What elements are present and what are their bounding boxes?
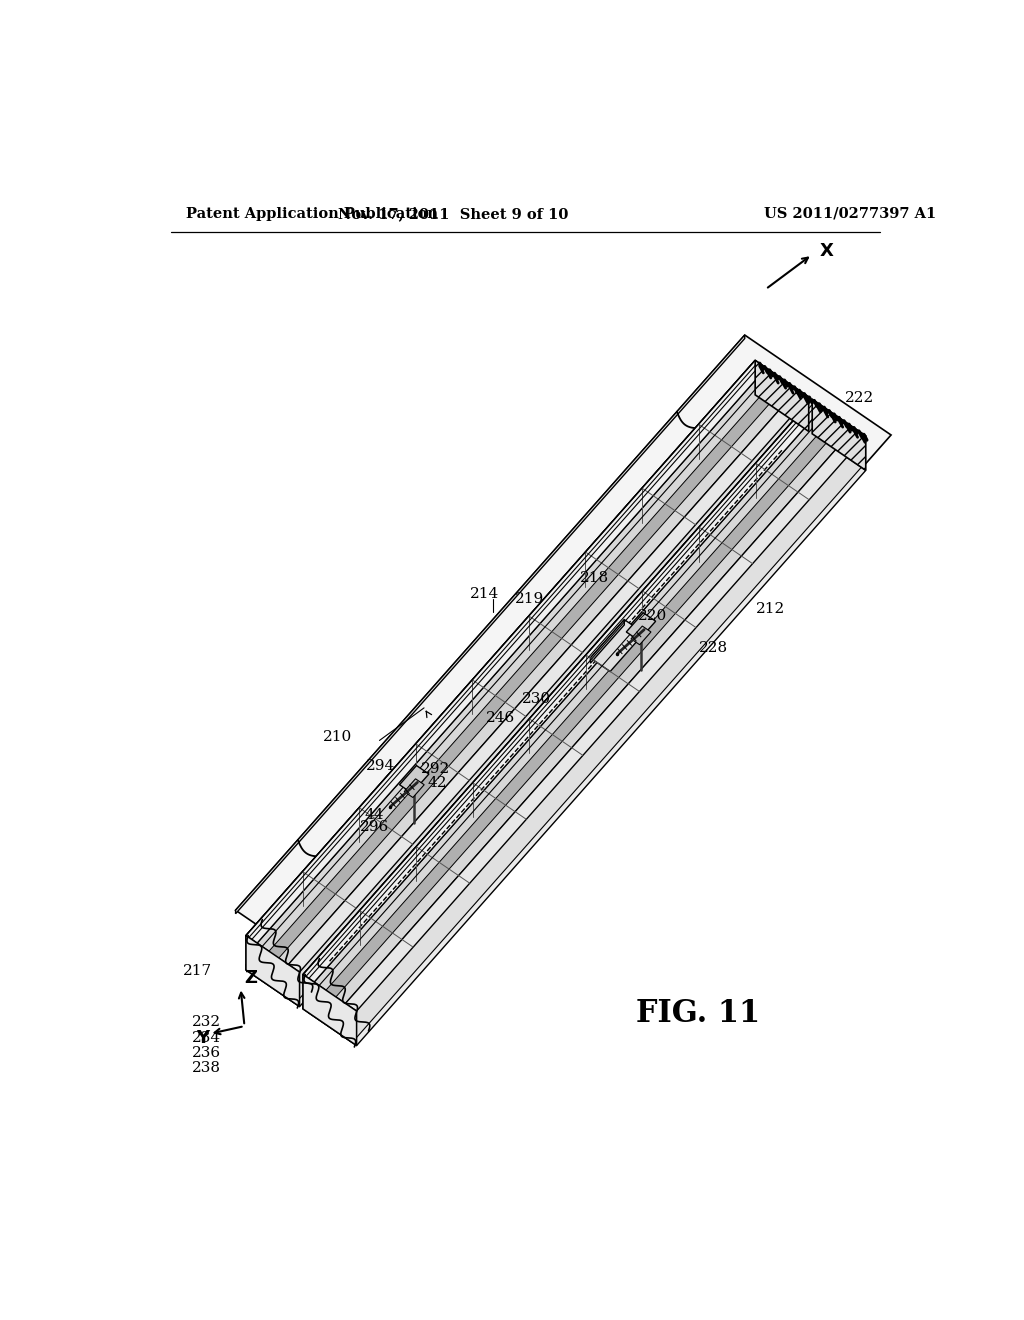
Text: 236: 236 xyxy=(191,1045,220,1060)
Text: 246: 246 xyxy=(485,711,515,725)
Text: 228: 228 xyxy=(698,642,728,655)
Polygon shape xyxy=(303,434,865,1045)
Text: US 2011/0277397 A1: US 2011/0277397 A1 xyxy=(764,207,936,220)
Polygon shape xyxy=(591,619,644,672)
Text: 238: 238 xyxy=(191,1061,220,1076)
Text: 212: 212 xyxy=(756,602,784,616)
Polygon shape xyxy=(812,399,865,470)
Polygon shape xyxy=(755,360,809,432)
Polygon shape xyxy=(627,612,655,640)
Text: 292: 292 xyxy=(421,762,451,776)
Text: 222: 222 xyxy=(845,391,873,405)
Text: 217: 217 xyxy=(182,964,212,978)
Text: Z: Z xyxy=(245,969,257,987)
Polygon shape xyxy=(345,428,865,1011)
Polygon shape xyxy=(303,399,812,979)
Polygon shape xyxy=(307,413,817,1007)
Polygon shape xyxy=(246,936,300,1007)
Text: 230: 230 xyxy=(522,692,551,706)
Polygon shape xyxy=(399,766,429,793)
Polygon shape xyxy=(246,360,755,941)
Text: 42: 42 xyxy=(427,776,446,789)
Text: 294: 294 xyxy=(366,759,395,774)
Text: Y: Y xyxy=(196,1028,209,1047)
Text: Patent Application Publication: Patent Application Publication xyxy=(186,207,438,220)
Polygon shape xyxy=(307,437,861,1043)
Polygon shape xyxy=(325,416,844,998)
Polygon shape xyxy=(246,389,755,970)
Text: 232: 232 xyxy=(191,1015,220,1030)
Polygon shape xyxy=(631,626,651,644)
Polygon shape xyxy=(303,429,812,1008)
Polygon shape xyxy=(246,360,766,942)
Polygon shape xyxy=(246,395,809,1007)
Polygon shape xyxy=(303,974,356,1045)
Polygon shape xyxy=(303,399,823,982)
Text: 218: 218 xyxy=(580,572,609,585)
Polygon shape xyxy=(268,378,786,960)
Text: 210: 210 xyxy=(324,730,352,743)
Polygon shape xyxy=(251,397,804,1003)
Text: Nov. 17, 2011  Sheet 9 of 10: Nov. 17, 2011 Sheet 9 of 10 xyxy=(338,207,568,220)
Polygon shape xyxy=(314,407,855,1003)
Text: 234: 234 xyxy=(191,1031,220,1044)
Polygon shape xyxy=(591,619,625,663)
Text: X: X xyxy=(820,242,834,260)
Polygon shape xyxy=(236,335,744,913)
Text: 219: 219 xyxy=(515,593,545,606)
Polygon shape xyxy=(289,389,809,972)
Text: 214: 214 xyxy=(470,587,500,601)
Polygon shape xyxy=(246,360,755,970)
Text: FIG. 11: FIG. 11 xyxy=(636,998,760,1028)
Polygon shape xyxy=(404,779,424,797)
Polygon shape xyxy=(251,374,760,968)
Text: 44: 44 xyxy=(365,808,384,822)
Text: 296: 296 xyxy=(359,820,389,833)
Polygon shape xyxy=(257,368,798,965)
Polygon shape xyxy=(303,399,812,1008)
Polygon shape xyxy=(236,335,891,1010)
Text: 220: 220 xyxy=(638,609,668,623)
